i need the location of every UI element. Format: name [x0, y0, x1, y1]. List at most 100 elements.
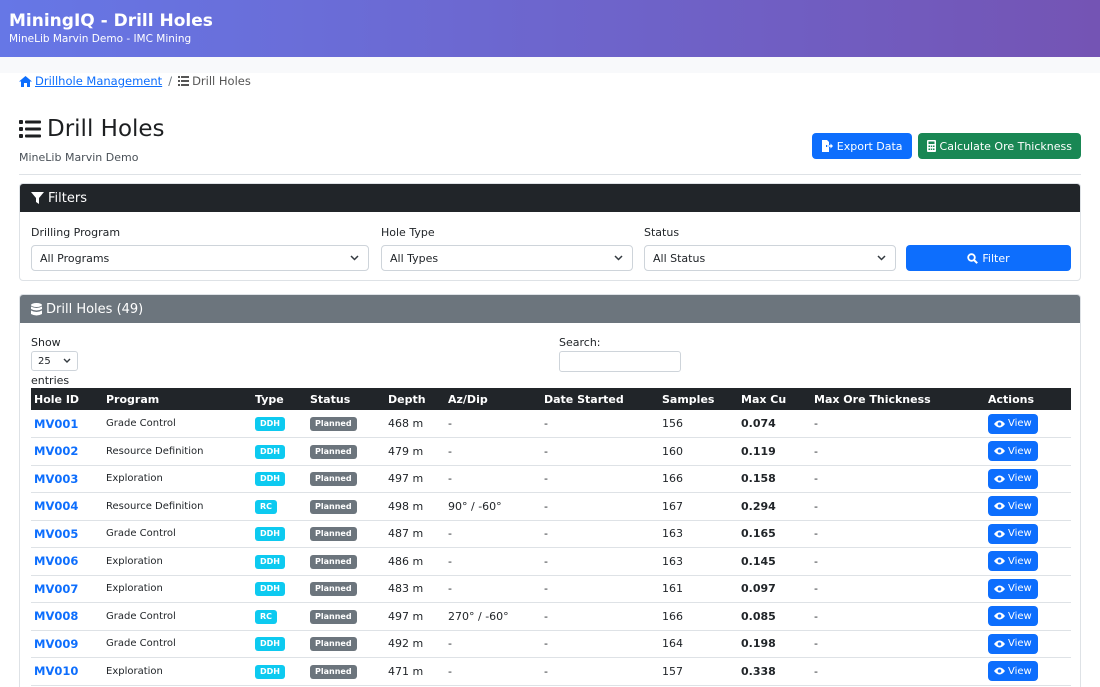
- view-button[interactable]: View: [988, 496, 1038, 517]
- max-cu-cell: 0.074: [741, 417, 776, 430]
- depth-cell: 487 m: [388, 527, 424, 541]
- view-button[interactable]: View: [988, 578, 1038, 599]
- view-button[interactable]: View: [988, 523, 1038, 544]
- azdip-cell: -: [448, 444, 452, 458]
- column-header[interactable]: Actions: [988, 392, 1034, 406]
- program-cell: Exploration: [106, 473, 163, 485]
- hole-id-link[interactable]: MV010: [34, 664, 79, 679]
- date-started-cell: -: [544, 664, 548, 678]
- max-ore-thickness-cell: -: [814, 499, 818, 513]
- program-cell: Grade Control: [106, 418, 176, 429]
- hole-id-link[interactable]: MV004: [34, 499, 79, 514]
- view-button[interactable]: View: [988, 633, 1038, 654]
- table-row: MV006 Exploration DDH Planned 486 m - - 163 0.14…: [31, 548, 1071, 576]
- search-input[interactable]: [559, 351, 681, 372]
- hole-id-link[interactable]: MV001: [34, 416, 79, 431]
- actions-cell: View: [985, 410, 1071, 438]
- drill-holes-card: Drill Holes (49) Show 25 entries Search:…: [19, 294, 1081, 687]
- view-button-label: View: [1008, 418, 1032, 429]
- calculator-icon: [926, 140, 936, 152]
- actions-cell: View: [985, 603, 1071, 631]
- table-row: MV008 Grade Control RC Planned 497 m 270° / -…: [31, 603, 1071, 631]
- type-filter-select[interactable]: All Types: [381, 245, 633, 271]
- filter-button[interactable]: Filter: [906, 245, 1071, 271]
- eye-icon: [994, 585, 1005, 593]
- view-button[interactable]: View: [988, 413, 1038, 434]
- view-button[interactable]: View: [988, 468, 1038, 489]
- app-header: MiningIQ - Drill Holes MineLib Marvin De…: [0, 0, 1100, 57]
- hole-id-link[interactable]: MV002: [34, 444, 79, 459]
- date-started-cell: -: [544, 444, 548, 458]
- breadcrumb-link-drillhole-management[interactable]: Drillhole Management: [19, 74, 162, 88]
- max-ore-thickness-cell: -: [814, 527, 818, 541]
- type-cell: DDH: [252, 548, 307, 576]
- column-header[interactable]: Type: [255, 392, 284, 406]
- column-header[interactable]: Samples: [662, 392, 715, 406]
- column-header[interactable]: Status: [310, 392, 351, 406]
- actions-cell: View: [985, 493, 1071, 521]
- status-cell: Planned: [307, 603, 385, 631]
- hole-id-link[interactable]: MV009: [34, 636, 79, 651]
- chevron-down-icon: [614, 255, 623, 261]
- file-export-icon: [821, 140, 833, 152]
- type-badge: RC: [255, 499, 278, 514]
- page-actions: Export Data Calculate Ore Thickness: [811, 133, 1081, 159]
- home-icon: [19, 75, 32, 87]
- hole-id-link[interactable]: MV006: [34, 554, 79, 569]
- type-badge: DDH: [255, 554, 285, 569]
- max-ore-thickness-cell: -: [814, 554, 818, 568]
- program-cell: Grade Control: [106, 528, 176, 540]
- max-cu-cell: 0.198: [741, 637, 776, 651]
- list-icon: [178, 76, 190, 86]
- column-header[interactable]: Hole ID: [34, 392, 80, 406]
- azdip-cell: -: [448, 417, 452, 430]
- view-button[interactable]: View: [988, 551, 1038, 572]
- hole-id-link[interactable]: MV007: [34, 581, 79, 596]
- hole-id-link[interactable]: MV008: [34, 609, 79, 624]
- max-ore-thickness-cell: -: [814, 444, 818, 458]
- max-cu-cell: 0.338: [741, 664, 776, 678]
- breadcrumb-parent-label[interactable]: Drillhole Management: [35, 74, 163, 88]
- status-filter-select[interactable]: All Status: [644, 245, 896, 271]
- table-row: MV001 Grade Control DDH Planned 468 m - - 156 0.…: [31, 410, 1071, 438]
- depth-cell: 479 m: [388, 444, 424, 458]
- status-badge: Planned: [310, 527, 357, 542]
- column-header[interactable]: Program: [106, 392, 160, 406]
- column-header[interactable]: Az/Dip: [448, 392, 488, 406]
- type-cell: DDH: [252, 658, 307, 686]
- export-data-label: Export Data: [836, 139, 903, 153]
- table-header-row: Hole ID Program Type Status Depth Az/Dip Date …: [31, 388, 1071, 410]
- max-cu-cell: 0.119: [741, 444, 776, 458]
- samples-cell: 164: [662, 637, 683, 651]
- status-filter-value: All Status: [653, 251, 706, 265]
- column-header[interactable]: Max Ore Thickness: [814, 392, 931, 406]
- filters-card: Filters Drilling Program All Programs Ho…: [19, 183, 1081, 281]
- max-ore-thickness-cell: -: [814, 664, 818, 678]
- view-button[interactable]: View: [988, 441, 1038, 462]
- column-header[interactable]: Depth: [388, 392, 426, 406]
- eye-icon: [994, 447, 1005, 455]
- hole-id-link[interactable]: MV003: [34, 471, 79, 486]
- status-badge: Planned: [310, 609, 357, 624]
- table-row: MV009 Grade Control DDH Planned 492 m - - 164 0.…: [31, 630, 1071, 658]
- status-badge: Planned: [310, 499, 357, 514]
- hole-id-link[interactable]: MV005: [34, 526, 79, 541]
- view-button[interactable]: View: [988, 661, 1038, 682]
- max-ore-thickness-cell: -: [814, 637, 818, 651]
- column-header[interactable]: Date Started: [544, 392, 624, 406]
- view-button[interactable]: View: [988, 606, 1038, 627]
- calculate-ore-thickness-button[interactable]: Calculate Ore Thickness: [917, 133, 1081, 159]
- column-header[interactable]: Max Cu: [741, 392, 787, 406]
- azdip-cell: -: [448, 527, 452, 541]
- azdip-cell: -: [448, 472, 452, 486]
- samples-cell: 166: [662, 472, 683, 486]
- page-size-select[interactable]: 25: [31, 351, 78, 371]
- export-data-button[interactable]: Export Data: [811, 133, 912, 159]
- eye-icon: [994, 420, 1005, 427]
- chevron-down-icon: [877, 255, 886, 261]
- type-cell: DDH: [252, 575, 307, 603]
- program-filter-select[interactable]: All Programs: [31, 245, 369, 271]
- page-size-value: 25: [38, 355, 51, 367]
- status-badge: Planned: [310, 582, 357, 597]
- show-label: Show: [31, 336, 61, 349]
